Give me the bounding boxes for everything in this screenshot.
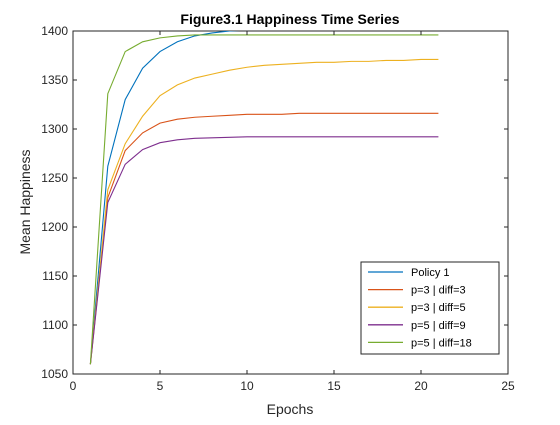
legend: Policy 1 p=3 | diff=3 p=3 | diff=5 p=5 | di… xyxy=(360,261,500,355)
x-tick-label: 5 xyxy=(157,379,164,393)
series-line-1 xyxy=(89,31,240,365)
legend-entry-label: p=5 | diff=18 xyxy=(411,337,472,349)
y-tick-label: 1250 xyxy=(41,171,68,185)
y-axis-label: Mean Happiness xyxy=(17,149,33,254)
x-tick-label: 10 xyxy=(240,379,254,393)
legend-entry-label: Policy 1 xyxy=(411,267,450,279)
series-line-4 xyxy=(89,136,439,365)
x-tick-label: 20 xyxy=(414,379,428,393)
y-tick-label: 1200 xyxy=(41,220,68,234)
series-line-5 xyxy=(89,34,439,365)
legend-entry-label: p=3 | diff=5 xyxy=(411,302,466,314)
series-line-3 xyxy=(89,58,439,365)
legend-entry-label: p=3 | diff=3 xyxy=(411,285,466,297)
y-tick-label: 1350 xyxy=(41,73,68,87)
x-tick-label: 15 xyxy=(327,379,341,393)
y-tick-label: 1050 xyxy=(41,367,68,381)
axes-layer: 0 5 10 15 20 25 1050 1100 1150 1200 1250 1300 1350 14… xyxy=(41,24,515,393)
chart-title: Figure3.1 Happiness Time Series xyxy=(180,11,399,27)
x-tick-label: 25 xyxy=(501,379,515,393)
y-tick-label: 1300 xyxy=(41,122,68,136)
y-tick-label: 1400 xyxy=(41,24,68,38)
x-tick-label: 0 xyxy=(70,379,77,393)
series-line-2 xyxy=(89,112,439,365)
legend-box xyxy=(360,261,500,355)
series-layer xyxy=(89,31,439,365)
x-axis-label: Epochs xyxy=(267,401,314,417)
legend-entry-label: p=5 | diff=9 xyxy=(411,320,466,332)
y-tick-label: 1150 xyxy=(42,269,68,283)
y-tick-label: 1100 xyxy=(42,318,68,332)
